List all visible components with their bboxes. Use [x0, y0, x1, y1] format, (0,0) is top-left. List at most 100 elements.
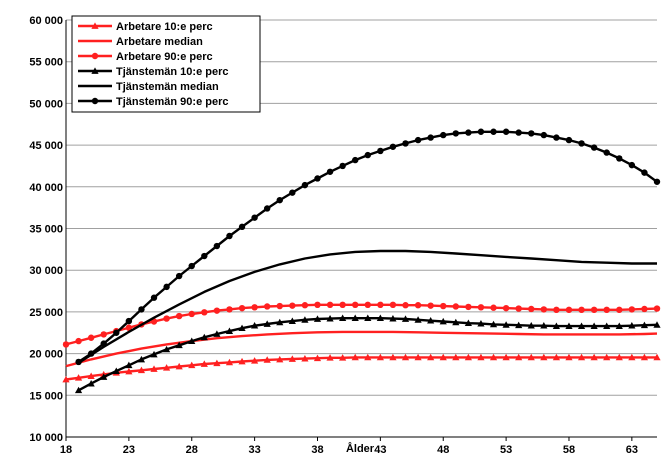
data-point	[641, 169, 648, 176]
data-point	[552, 322, 561, 329]
data-point	[226, 306, 233, 313]
data-point	[75, 337, 82, 345]
data-point	[213, 330, 221, 337]
data-point	[565, 353, 573, 361]
data-point	[477, 319, 485, 327]
data-point	[188, 262, 195, 270]
data-point	[427, 134, 434, 141]
data-point	[565, 306, 573, 314]
x-tick-label: 53	[500, 444, 512, 454]
data-point	[314, 301, 321, 309]
legend: Arbetare 10:e perc Arbetare median Arbetar…	[71, 15, 261, 113]
x-tick-label: 38	[311, 444, 323, 454]
data-point	[528, 130, 535, 137]
x-tick-label: 43	[374, 444, 386, 454]
y-tick-label: 50 000	[29, 98, 63, 110]
data-point	[351, 353, 359, 361]
data-point	[616, 155, 623, 162]
y-tick-label: 30 000	[29, 265, 63, 277]
legend-label: Arbetare 90:e perc	[116, 51, 213, 63]
data-point	[339, 354, 347, 361]
data-point	[401, 353, 410, 361]
data-point	[263, 320, 271, 327]
data-point	[465, 129, 472, 136]
legend-marker	[91, 67, 99, 74]
data-point	[540, 131, 548, 139]
data-point	[313, 315, 322, 322]
data-point	[175, 341, 183, 349]
data-point	[603, 306, 610, 314]
data-point	[414, 136, 422, 144]
data-point	[125, 367, 133, 375]
series-lines	[62, 128, 661, 394]
data-point	[540, 353, 548, 361]
y-tick-label: 25 000	[29, 307, 63, 319]
data-point	[527, 322, 535, 329]
data-point	[439, 317, 447, 325]
data-point	[628, 306, 636, 313]
legend-marker	[91, 97, 99, 105]
data-point	[377, 147, 384, 155]
x-tick-label: 18	[60, 444, 72, 454]
data-point	[87, 350, 95, 357]
data-point	[489, 320, 498, 328]
data-point	[352, 156, 359, 164]
data-point	[615, 322, 623, 329]
legend-entry: Arbetare 10:e perc	[78, 21, 213, 33]
data-point	[238, 324, 246, 332]
y-tick-label: 45 000	[29, 140, 63, 152]
data-point	[502, 304, 510, 312]
data-point	[238, 357, 246, 365]
data-point	[200, 360, 208, 367]
data-point	[263, 303, 271, 310]
data-point	[389, 143, 397, 150]
data-point	[402, 302, 409, 309]
data-point	[553, 134, 560, 141]
data-point	[288, 355, 296, 362]
data-point	[301, 355, 309, 362]
data-point	[100, 340, 107, 347]
data-point	[653, 321, 661, 328]
data-point	[301, 302, 309, 309]
data-point	[301, 316, 309, 323]
data-point	[263, 205, 271, 212]
data-point	[465, 303, 472, 311]
data-point	[364, 314, 372, 322]
legend-box	[71, 15, 261, 113]
y-tick-label: 10 000	[29, 432, 63, 444]
data-point	[578, 140, 585, 147]
data-point	[175, 312, 183, 320]
data-point	[138, 306, 145, 313]
data-point	[326, 354, 334, 361]
data-point	[150, 350, 158, 358]
data-point	[276, 318, 284, 326]
x-tick-label: 63	[626, 444, 638, 454]
data-point	[238, 223, 246, 231]
legend-marker	[91, 52, 99, 60]
data-point	[590, 144, 598, 151]
data-point	[653, 353, 661, 361]
data-point	[577, 353, 586, 361]
data-point	[74, 386, 83, 394]
data-point	[213, 242, 221, 250]
data-point	[452, 130, 460, 137]
data-point	[113, 329, 120, 336]
data-point	[301, 181, 309, 189]
legend-entry: Arbetare median	[78, 36, 203, 48]
y-tick-label: 60 000	[29, 15, 63, 27]
data-point	[62, 341, 70, 348]
data-point	[616, 306, 623, 314]
data-point	[238, 304, 246, 312]
data-point	[62, 375, 70, 383]
data-point	[339, 314, 347, 322]
data-point	[251, 357, 259, 364]
data-point	[125, 317, 133, 325]
data-point	[351, 314, 359, 322]
data-point	[352, 301, 359, 309]
data-point	[162, 345, 171, 353]
data-point	[225, 358, 234, 366]
data-point	[200, 333, 208, 341]
data-point	[326, 168, 334, 175]
data-point	[502, 128, 510, 135]
